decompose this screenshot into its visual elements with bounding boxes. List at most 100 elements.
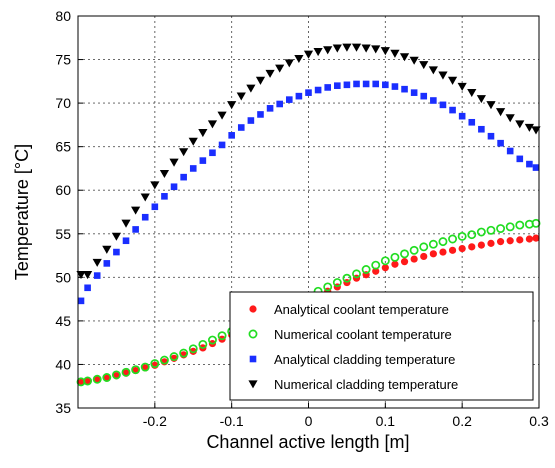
data-point — [380, 47, 390, 56]
data-point — [255, 76, 266, 85]
data-point — [505, 114, 515, 123]
data-point — [151, 203, 159, 211]
data-point — [477, 241, 485, 249]
data-point — [371, 45, 381, 54]
series-2 — [77, 80, 540, 305]
data-point — [140, 193, 150, 202]
data-point — [76, 271, 86, 280]
data-point — [209, 149, 216, 157]
data-point — [324, 84, 332, 91]
legend-label: Numerical cladding temperature — [274, 377, 458, 392]
data-point — [159, 169, 170, 179]
data-point — [352, 269, 361, 279]
data-point — [247, 117, 255, 124]
data-point — [342, 273, 352, 283]
data-point — [391, 260, 399, 268]
data-point — [266, 105, 274, 112]
y-tick-label: 50 — [55, 269, 71, 285]
y-tick-label: 70 — [55, 95, 71, 111]
data-point — [103, 373, 111, 382]
data-point — [84, 377, 92, 385]
data-point — [505, 222, 515, 232]
data-point — [237, 124, 245, 131]
x-tick-label: 0.3 — [529, 413, 549, 429]
data-point — [467, 88, 477, 98]
data-point — [487, 132, 495, 140]
data-point — [189, 347, 197, 355]
data-point — [362, 80, 370, 88]
data-point — [83, 376, 93, 386]
data-point — [342, 43, 352, 52]
data-point — [218, 141, 226, 149]
data-point — [207, 120, 218, 129]
data-point — [439, 248, 447, 256]
data-point — [83, 271, 93, 280]
y-tick-label: 40 — [55, 356, 71, 372]
data-point — [131, 206, 141, 215]
data-point — [506, 147, 514, 155]
data-point — [531, 126, 541, 135]
data-point — [458, 244, 466, 253]
data-point — [275, 64, 285, 73]
data-point — [323, 46, 333, 55]
data-point — [150, 359, 160, 369]
data-point — [121, 219, 131, 228]
data-point — [399, 53, 410, 62]
legend-marker — [248, 380, 258, 389]
data-point — [516, 155, 524, 163]
plot-frame — [77, 15, 540, 409]
data-point — [140, 362, 150, 372]
data-point — [111, 232, 122, 241]
y-tick-label: 65 — [55, 139, 71, 155]
data-point — [516, 236, 524, 244]
data-point — [532, 164, 540, 171]
data-point — [159, 355, 169, 365]
data-point — [284, 59, 294, 68]
data-point — [531, 218, 541, 228]
data-point — [111, 370, 121, 380]
legend-marker — [248, 329, 258, 339]
y-tick-label: 75 — [55, 52, 71, 68]
data-point — [188, 137, 198, 146]
x-tick-label: -0.1 — [220, 413, 244, 429]
data-point — [276, 100, 283, 108]
data-point — [121, 367, 131, 377]
data-point — [122, 237, 130, 245]
data-point — [400, 258, 409, 266]
y-axis-title: Temperature [°C] — [12, 144, 32, 280]
legend-label: Analytical cladding temperature — [274, 352, 455, 367]
data-point — [438, 71, 448, 80]
data-point — [515, 120, 525, 129]
data-point — [236, 92, 246, 101]
data-point — [420, 252, 428, 261]
data-point — [457, 231, 467, 241]
legend-label: Analytical coolant temperature — [274, 302, 449, 317]
data-point — [102, 245, 112, 254]
x-axis-title: Channel active length [m] — [206, 432, 409, 452]
data-point — [409, 56, 419, 65]
data-point — [113, 248, 120, 256]
data-point — [468, 243, 476, 251]
data-point — [524, 123, 534, 132]
legend-marker — [249, 305, 257, 313]
y-tick-label: 45 — [55, 313, 71, 329]
data-point — [217, 331, 227, 341]
data-point — [447, 76, 458, 85]
data-point — [430, 97, 437, 104]
data-point — [93, 272, 101, 279]
data-point — [420, 92, 428, 100]
data-point — [169, 352, 179, 362]
data-point — [334, 82, 341, 89]
data-point — [103, 260, 111, 267]
data-point — [198, 339, 208, 349]
data-point — [526, 160, 533, 168]
legend-marker — [249, 355, 257, 363]
data-point — [351, 43, 362, 52]
data-point — [246, 84, 256, 93]
data-point — [496, 238, 505, 246]
data-point — [495, 108, 506, 117]
data-point — [161, 193, 168, 200]
data-point — [390, 252, 400, 262]
data-point — [487, 239, 495, 247]
data-point — [141, 213, 149, 221]
